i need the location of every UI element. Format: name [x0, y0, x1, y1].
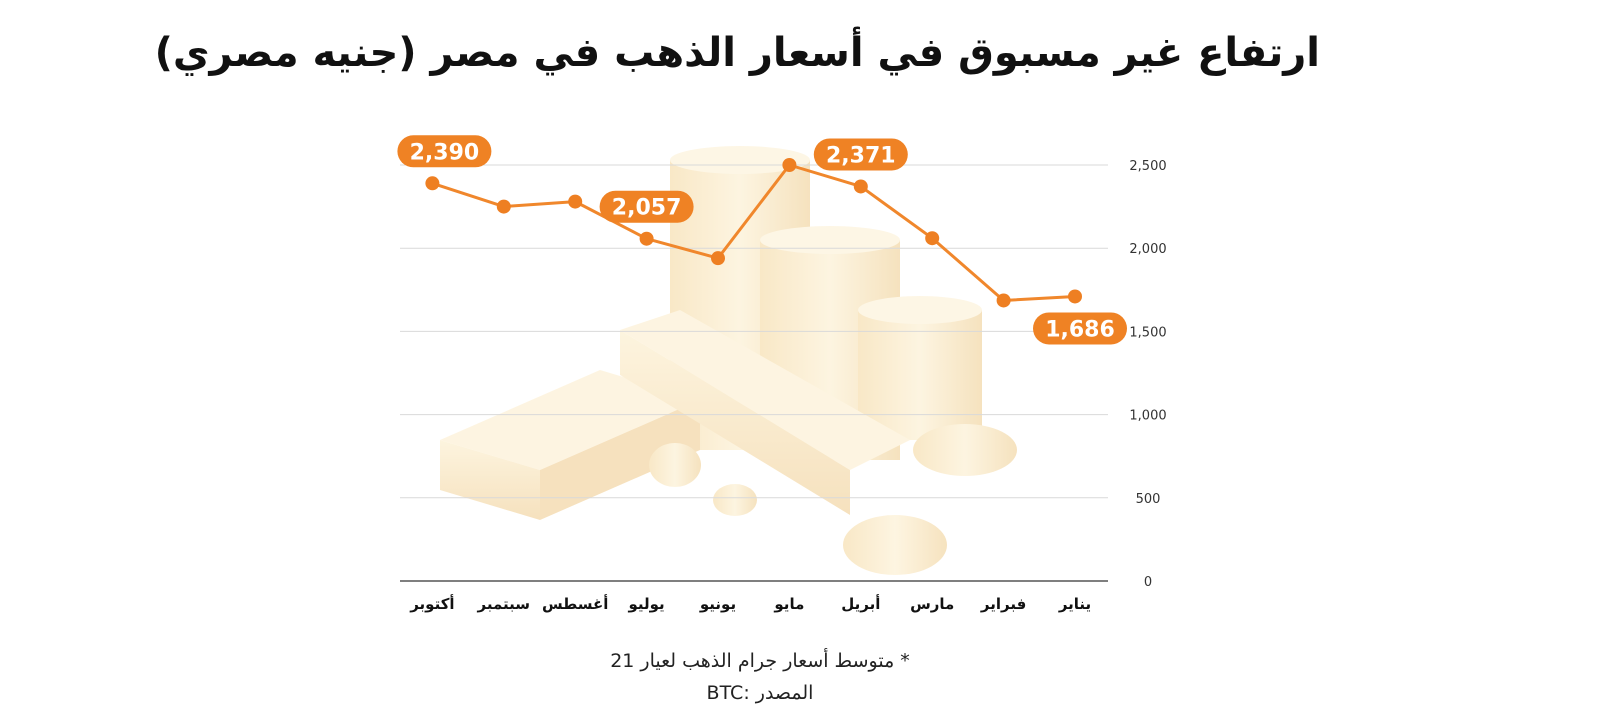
x-tick-label: مايو — [773, 595, 804, 613]
data-point — [425, 176, 440, 191]
y-tick-label: 1,000 — [1129, 409, 1166, 424]
gold-bar-front — [540, 400, 700, 520]
data-point — [996, 293, 1011, 308]
coin-top — [760, 226, 900, 254]
y-tick-label: 0 — [1144, 575, 1152, 590]
coin-top — [858, 296, 982, 324]
coin — [713, 484, 757, 516]
data-point — [568, 194, 583, 209]
data-label: 1,686 — [1045, 317, 1115, 342]
data-markers — [425, 158, 1082, 308]
data-point — [925, 231, 940, 246]
data-label: 2,057 — [612, 196, 682, 221]
gold-bar-top — [440, 370, 700, 470]
x-tick-label: مارس — [910, 595, 954, 613]
data-point — [496, 199, 511, 214]
gold-bar-side — [620, 330, 850, 515]
data-label-pill — [813, 138, 908, 171]
x-tick-label: أكتوبر — [409, 594, 454, 613]
data-label-pill — [397, 135, 492, 168]
coin — [913, 424, 1017, 476]
x-tick-label: يناير — [1058, 595, 1091, 613]
source-note: المصدر :BTC — [706, 682, 814, 704]
x-tick-label: سبتمبر — [477, 595, 531, 613]
data-point — [782, 158, 797, 172]
data-label-pill — [599, 190, 694, 223]
y-tick-label: 500 — [1136, 492, 1161, 507]
data-labels: 1,686 2,371 2,057 2,390 — [397, 135, 1127, 345]
footnote: * متوسط أسعار جرام الذهب لعيار 21 — [610, 650, 910, 672]
gold-bar-top — [620, 310, 910, 470]
data-label: 2,371 — [826, 143, 896, 168]
y-tick-label: 2,500 — [1129, 159, 1166, 174]
gold-background-image — [440, 146, 1017, 575]
x-tick-label: يوليو — [627, 595, 664, 613]
x-tick-label: أبريل — [841, 594, 880, 613]
coin — [843, 515, 947, 575]
data-point — [711, 251, 725, 266]
data-point — [1068, 289, 1082, 304]
coin-top — [670, 146, 810, 174]
gold-bar-side — [440, 440, 540, 520]
y-tick-label: 1,500 — [1129, 325, 1166, 340]
data-label: 2,390 — [410, 140, 480, 165]
series-line — [431, 163, 1076, 302]
price-line — [431, 163, 1076, 302]
data-point — [639, 231, 654, 246]
x-axis: يناير فبراير مارس أبريل مايو يونيو يوليو أغسطس س… — [409, 594, 1091, 613]
y-axis: 0 500 1,000 1,500 2,000 2,500 — [1129, 159, 1166, 590]
y-tick-label: 2,000 — [1129, 242, 1166, 257]
coin — [649, 443, 701, 487]
chart-title: ارتفاع غير مسبوق في أسعار الذهب في مصر (… — [154, 30, 1320, 76]
x-tick-label: يونيو — [699, 595, 736, 613]
data-point — [853, 179, 868, 194]
coin-stack — [858, 310, 982, 440]
gridlines — [400, 164, 1108, 582]
data-label-pill — [1033, 312, 1127, 345]
x-tick-label: أغسطس — [542, 594, 608, 613]
x-tick-label: فبراير — [980, 595, 1026, 613]
